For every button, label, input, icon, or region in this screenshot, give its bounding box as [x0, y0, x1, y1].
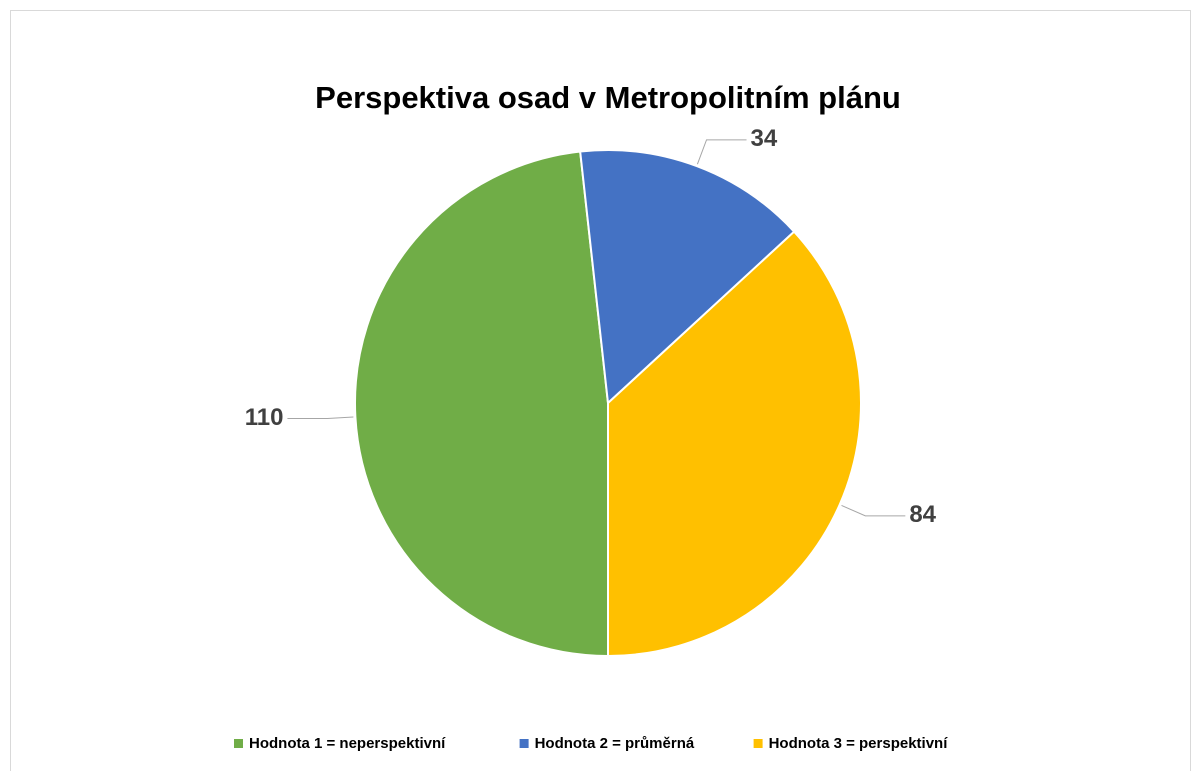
pie-slice: [607, 230, 862, 658]
leader-line: [841, 504, 906, 517]
chart-title: Perspektiva osad v Metropolitním plánu: [315, 80, 901, 115]
data-label: 110: [245, 404, 284, 431]
legend-swatch: [234, 739, 243, 748]
legend-label: Hodnota 2 = průměrná: [535, 735, 695, 752]
leader-line: [287, 416, 354, 419]
legend-swatch: [753, 739, 763, 748]
pie-slice: [354, 150, 609, 658]
legend-label: Hodnota 1 = neperspektivní: [249, 735, 446, 752]
data-label: 84: [909, 501, 936, 528]
legend-label: Hodnota 3 = perspektivní: [769, 735, 949, 752]
data-label: 34: [751, 125, 778, 152]
leader-line: [696, 139, 747, 165]
pie-slice: [579, 149, 796, 406]
legend-swatch: [519, 739, 529, 748]
